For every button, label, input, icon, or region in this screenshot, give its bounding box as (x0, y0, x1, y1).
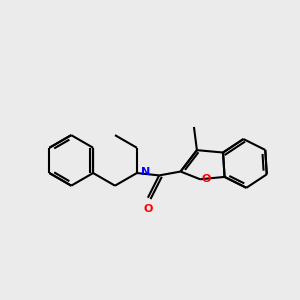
Text: O: O (202, 174, 211, 184)
Text: O: O (143, 204, 153, 214)
Text: N: N (141, 167, 150, 177)
